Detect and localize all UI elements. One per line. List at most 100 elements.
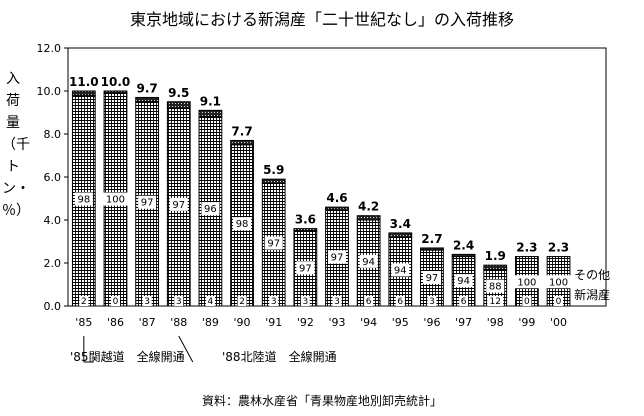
bar-total-label: 4.6 bbox=[326, 191, 347, 205]
share-label: 96 bbox=[204, 204, 217, 215]
bar-other bbox=[71, 90, 96, 96]
other-share-label: 2 bbox=[239, 297, 245, 307]
bar-other bbox=[230, 139, 254, 146]
annotation-leader-88 bbox=[178, 335, 194, 363]
share-label: 94 bbox=[457, 276, 470, 287]
x-tick-label: '99 bbox=[518, 316, 535, 329]
bar-other bbox=[293, 228, 318, 232]
other-share-label: 3 bbox=[144, 297, 150, 307]
other-share-label: 3 bbox=[271, 297, 277, 307]
x-tick-label: '98 bbox=[487, 316, 504, 329]
share-label-bg bbox=[359, 254, 378, 268]
share-label: 97 bbox=[141, 198, 154, 209]
y-tick-label: 12.0 bbox=[37, 42, 62, 55]
bar-total-label: 9.1 bbox=[200, 94, 221, 108]
bar-total-label: 2.3 bbox=[516, 241, 537, 255]
x-tick-label: '97 bbox=[455, 316, 472, 329]
other-share-label-bg bbox=[332, 296, 342, 306]
bar-other bbox=[356, 215, 381, 221]
y-axis-label: 入荷量（千トン・％） bbox=[2, 71, 30, 219]
share-label-bg bbox=[486, 279, 505, 293]
y-tick-label: 10.0 bbox=[37, 85, 62, 98]
x-tick-label: '93 bbox=[328, 316, 345, 329]
other-share-label-bg bbox=[427, 296, 437, 306]
x-tick-label: '96 bbox=[423, 316, 440, 329]
share-label: 94 bbox=[362, 257, 375, 268]
bar-other bbox=[166, 101, 191, 109]
share-label: 94 bbox=[394, 265, 407, 276]
bar-total-label: 5.9 bbox=[263, 163, 284, 177]
bar-other bbox=[325, 206, 349, 210]
y-tick-label: 2.0 bbox=[44, 257, 62, 270]
bar-total-label: 7.7 bbox=[231, 124, 252, 138]
y-tick-label: 4.0 bbox=[44, 214, 62, 227]
bar-total-label: 4.2 bbox=[358, 200, 379, 214]
share-label-bg bbox=[102, 192, 128, 206]
bar-total-label: 10.0 bbox=[101, 75, 131, 89]
share-label: 97 bbox=[267, 239, 280, 250]
share-label: 100 bbox=[549, 277, 568, 288]
x-tick-label: '92 bbox=[297, 316, 314, 329]
other-share-label-bg bbox=[459, 296, 469, 306]
other-share-label-bg bbox=[364, 296, 374, 306]
share-label-bg bbox=[391, 263, 410, 277]
bar-total-label: 9.7 bbox=[136, 81, 157, 95]
bar-total-label: 1.9 bbox=[485, 249, 506, 263]
other-share-label-bg bbox=[554, 296, 564, 306]
share-label: 98 bbox=[236, 219, 249, 230]
x-tick-label: '85 bbox=[75, 316, 92, 329]
bar-total-label: 2.4 bbox=[453, 238, 474, 252]
bar-other bbox=[198, 109, 223, 118]
other-share-label-bg bbox=[300, 296, 310, 306]
share-label-bg bbox=[454, 274, 473, 288]
y-tick-label: 8.0 bbox=[44, 128, 62, 141]
bar-total-label: 9.5 bbox=[168, 86, 189, 100]
x-tick-label: '95 bbox=[392, 316, 409, 329]
share-label: 88 bbox=[489, 282, 502, 293]
share-label-bg bbox=[422, 270, 441, 284]
share-label-bg bbox=[138, 195, 157, 209]
chart-title: 東京地域における新潟産「二十世紀なし」の入荷推移 bbox=[129, 10, 514, 29]
share-label: 97 bbox=[426, 273, 439, 284]
share-label-bg bbox=[74, 192, 93, 206]
share-label-bg bbox=[233, 217, 252, 231]
other-share-label-bg bbox=[110, 296, 120, 306]
bar-other bbox=[451, 253, 476, 258]
share-label: 97 bbox=[299, 263, 312, 274]
other-share-label-bg bbox=[487, 296, 504, 306]
share-label-bg bbox=[169, 197, 188, 211]
bar-total-label: 3.4 bbox=[390, 217, 411, 231]
share-label: 98 bbox=[77, 195, 90, 206]
share-label-bg bbox=[546, 275, 572, 289]
other-share-label: 12 bbox=[490, 297, 501, 307]
x-tick-label: '87 bbox=[139, 316, 156, 329]
other-share-label: 0 bbox=[524, 297, 530, 307]
bar-other bbox=[420, 247, 444, 251]
other-share-label: 3 bbox=[429, 297, 435, 307]
bar-other bbox=[135, 96, 160, 103]
share-label: 100 bbox=[517, 277, 536, 288]
other-share-label: 3 bbox=[176, 297, 182, 307]
annotation-kanetsu-expressway: '85関越道 全線開通 bbox=[70, 350, 185, 364]
x-tick-label: '90 bbox=[234, 316, 251, 329]
y-tick-label: 0.0 bbox=[44, 300, 62, 313]
chart-axes: 0.0 2.0 4.0 6.0 8.0 10.0 12.0 '85 '86 '87 '88 '89 '9… bbox=[37, 42, 607, 363]
share-label: 100 bbox=[106, 195, 125, 206]
share-label-bg bbox=[328, 250, 346, 264]
bar-total-label: 2.7 bbox=[421, 232, 442, 246]
share-label-bg bbox=[296, 261, 315, 275]
other-share-label: 6 bbox=[366, 297, 372, 307]
bar-total-label: 11.0 bbox=[69, 75, 99, 89]
chart-labels: 11.0 98 2 10.0 100 0 9.7 97 3 9.5 97 3 9.1 96 4 7.7 98 2 5… bbox=[69, 75, 610, 307]
bar-other bbox=[483, 264, 508, 270]
x-tick-label: '00 bbox=[550, 316, 567, 329]
other-share-label: 3 bbox=[334, 297, 340, 307]
legend-niigata: 新潟産 bbox=[574, 287, 610, 302]
other-share-label-bg bbox=[522, 296, 532, 306]
share-label-bg bbox=[201, 202, 220, 216]
other-share-label-bg bbox=[395, 296, 405, 306]
x-tick-label: '86 bbox=[107, 316, 124, 329]
other-share-label-bg bbox=[142, 296, 152, 306]
other-share-label: 0 bbox=[556, 297, 562, 307]
